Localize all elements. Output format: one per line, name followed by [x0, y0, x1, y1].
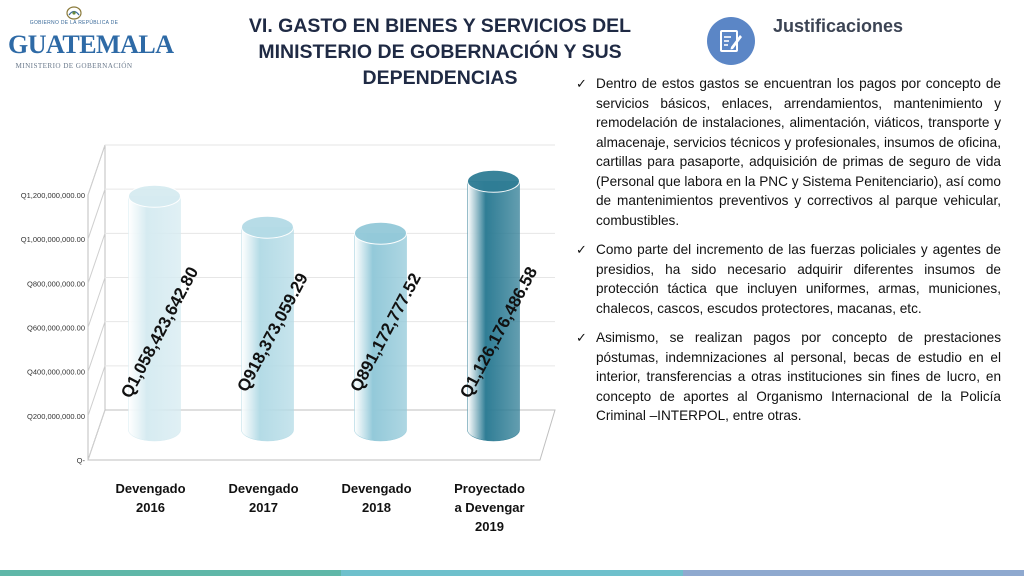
gridline	[87, 144, 106, 196]
checkmark-icon: ✓	[576, 76, 587, 91]
y-axis-ticks: Q- Q200,000,000.00 Q400,000,000.00 Q600,000…	[21, 191, 86, 465]
slide-title: VI. GASTO EN BIENES Y SERVICIOS DEL MINI…	[225, 13, 655, 91]
category-label: Proyectado	[454, 481, 525, 496]
x-axis-labels: Devengado 2016 Devengado 2017 Devengado 2018 P…	[115, 481, 524, 534]
checkmark-icon: ✓	[576, 242, 587, 257]
y-tick-label: Q200,000,000.00	[27, 412, 85, 421]
gridline	[87, 233, 106, 284]
category-label: Devengado	[228, 481, 298, 496]
category-label: Devengado	[341, 481, 411, 496]
edit-note-icon	[707, 17, 755, 65]
gridline	[87, 409, 106, 461]
bar-chart: Q- Q200,000,000.00 Q400,000,000.00 Q600,000…	[21, 144, 556, 534]
bar-top	[354, 221, 407, 245]
list-item: ✓ Como parte del incremento de las fuerz…	[576, 240, 1001, 318]
y-tick-label: Q400,000,000.00	[27, 368, 85, 377]
bar	[128, 196, 181, 442]
title-line-3: DEPENDENCIAS	[362, 67, 518, 89]
bars	[128, 169, 520, 442]
bar-top	[467, 169, 520, 193]
footer-segment	[682, 570, 1024, 576]
y-tick-label: Q1,000,000,000.00	[21, 235, 85, 244]
footer-segment	[0, 570, 342, 576]
coat-of-arms-icon	[66, 6, 82, 20]
bar	[354, 232, 407, 442]
y-tick-label: Q600,000,000.00	[27, 324, 85, 333]
category-label: 2019	[475, 519, 504, 534]
bar-top	[241, 215, 294, 239]
logo-ministry: MINISTERIO DE GOBERNACIÓN	[15, 62, 133, 70]
bar-top	[128, 184, 181, 208]
bullet-text: Dentro de estos gastos se encuentran los…	[596, 76, 1001, 228]
y-tick-label: Q1,200,000,000.00	[21, 191, 85, 200]
justifications-list: ✓ Dentro de estos gastos se encuentran l…	[576, 74, 1001, 436]
bullet-text: Asimismo, se realizan pagos por concepto…	[596, 330, 1001, 423]
gridline	[87, 365, 106, 416]
y-tick-label: Q800,000,000.00	[27, 279, 85, 288]
category-label: a Devengar	[454, 500, 524, 515]
footer-segment	[341, 570, 683, 576]
list-item: ✓ Asimismo, se realizan pagos por concep…	[576, 328, 1001, 426]
guatemala-logo: GOBIERNO DE LA REPÚBLICA DE GUATEMALA MI…	[8, 6, 174, 76]
title-line-2: MINISTERIO DE GOBERNACIÓN Y SUS	[258, 41, 622, 63]
gridline	[87, 189, 106, 240]
bar	[241, 226, 294, 442]
bullet-text: Como parte del incremento de las fuerzas…	[596, 242, 1001, 316]
footer-bar	[0, 570, 1024, 576]
bar	[467, 181, 520, 442]
gridline	[87, 277, 106, 328]
justifications-heading: Justificaciones	[773, 16, 904, 36]
category-label: 2017	[249, 500, 278, 515]
logo-name: GUATEMALA	[8, 30, 174, 59]
logo-top-line: GOBIERNO DE LA REPÚBLICA DE	[29, 20, 119, 26]
category-label: Devengado	[115, 481, 185, 496]
gridline	[87, 321, 106, 372]
checkmark-icon: ✓	[576, 330, 587, 345]
list-item: ✓ Dentro de estos gastos se encuentran l…	[576, 74, 1001, 230]
category-label: 2018	[362, 500, 391, 515]
title-line-1: VI. GASTO EN BIENES Y SERVICIOS DEL	[248, 15, 632, 37]
y-tick-label: Q-	[77, 456, 86, 465]
category-label: 2016	[136, 500, 165, 515]
